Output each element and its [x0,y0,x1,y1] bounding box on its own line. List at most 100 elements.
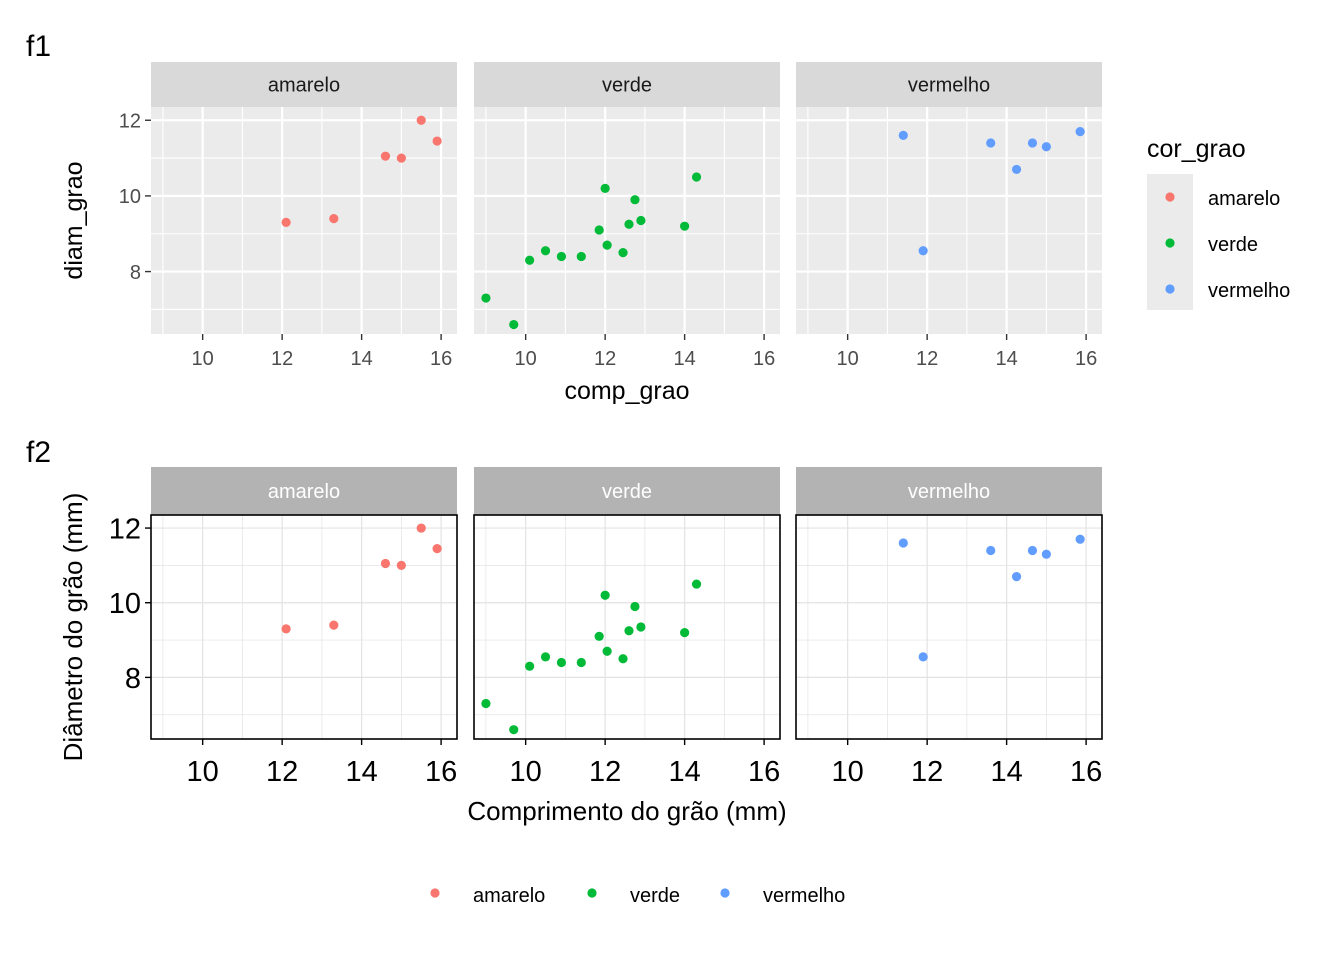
x-tick-label: 10 [510,756,542,788]
point-vermelho [918,246,928,256]
x-axis-title: comp_grao [564,377,689,405]
legend-key-amarelo [1165,192,1175,202]
point-amarelo [432,136,442,146]
point-vermelho [1027,545,1038,556]
point-verde [602,240,612,250]
y-tick-label: 12 [109,514,141,546]
panel-border [795,514,1103,740]
facet-strip-label: vermelho [908,481,990,503]
point-verde [630,601,640,612]
y-tick-label: 10 [119,186,141,208]
x-tick-label: 12 [916,348,938,370]
point-amarelo [396,153,406,163]
point-verde [576,251,586,262]
point-vermelho [1041,142,1051,152]
x-axis-title: Comprimento do grão (mm) [467,796,786,826]
point-amarelo [281,624,291,634]
facet-verde: verde 10 12 14 16 [474,62,780,370]
legend-bottom-label-vermelho: vermelho [763,885,845,907]
point-verde [618,654,628,664]
x-tick-label: 16 [430,348,452,370]
facet-strip [796,467,1102,515]
facet-strip [474,62,780,107]
x-tick-label: 16 [753,348,775,370]
point-verde [691,172,702,182]
point-verde [509,725,519,735]
x-tick-label: 12 [589,756,621,788]
point-amarelo [416,523,426,533]
legend-bottom-key-vermelho [720,888,730,898]
facet-amarelo: amarelo 10 12 14 16 [150,467,458,788]
facet-strip [151,62,457,107]
y-tick-label: 8 [130,262,141,284]
point-verde [600,183,610,193]
point-verde [600,590,610,600]
x-tick-label: 14 [668,756,700,788]
point-amarelo [380,558,391,569]
facet-strip [474,467,780,515]
point-verde [481,293,491,303]
point-verde [509,319,519,330]
plot-f2: amarelo 10 12 14 16 verde 10 12 14 16 vermelho 10 12… [58,467,1103,826]
point-verde [618,248,628,258]
panel-border [150,514,458,740]
x-tick-label: 10 [832,756,864,788]
facet-vermelho: vermelho 10 12 14 16 [796,62,1102,370]
point-verde [556,251,567,262]
plot-f1: amarelo 10 12 14 16 verde 10 12 14 16 vermelho 10 12… [60,62,1102,405]
point-amarelo [416,115,426,125]
point-verde [481,698,491,709]
point-amarelo [329,620,339,630]
point-vermelho [898,130,908,140]
point-verde [624,626,634,636]
legend-title: cor_grao [1147,135,1246,163]
point-vermelho [1075,126,1085,137]
panel-background [151,515,457,739]
point-verde [594,631,604,641]
point-verde [525,255,535,265]
point-vermelho [1027,138,1038,148]
facet-strip-label: verde [602,481,652,503]
point-verde [636,622,646,632]
x-tick-label: 16 [748,756,780,788]
point-vermelho [1041,549,1051,559]
legend-label-amarelo: amarelo [1208,188,1280,210]
facet-amarelo: amarelo 10 12 14 16 [151,62,457,370]
y-axis-title: Diâmetro do grão (mm) [58,493,88,762]
x-tick-label: 14 [350,348,372,370]
facet-strip [151,467,457,515]
x-tick-label: 12 [271,348,293,370]
legend-bottom-label-verde: verde [630,885,680,907]
legend-bottom-key-amarelo [430,888,440,898]
facet-strip [796,62,1102,107]
x-tick-label: 14 [990,756,1022,788]
point-verde [576,657,586,668]
panel-background [151,107,457,334]
point-amarelo [432,544,442,554]
facet-strip-label: verde [602,75,652,97]
point-vermelho [918,652,928,662]
panel-border [473,514,781,740]
point-amarelo [281,217,291,227]
x-tick-label: 12 [266,756,298,788]
facet-strip-label: amarelo [268,75,340,97]
x-tick-label: 10 [515,348,537,370]
y-tick-label: 12 [119,110,141,132]
legend-key-verde [1165,238,1175,248]
x-tick-label: 10 [192,348,214,370]
y-axis-title: diam_grao [60,161,88,279]
point-verde [540,652,551,662]
point-verde [691,579,702,589]
x-tick-label: 12 [594,348,616,370]
legend-key-vermelho [1165,284,1175,294]
x-tick-label: 12 [911,756,943,788]
point-vermelho [986,138,996,148]
plot-tag-f2: f2 [26,436,52,469]
point-vermelho [1011,164,1022,175]
x-tick-label: 16 [1075,348,1097,370]
point-verde [540,246,551,256]
point-vermelho [898,538,908,548]
x-tick-label: 10 [837,348,859,370]
point-verde [602,646,612,656]
